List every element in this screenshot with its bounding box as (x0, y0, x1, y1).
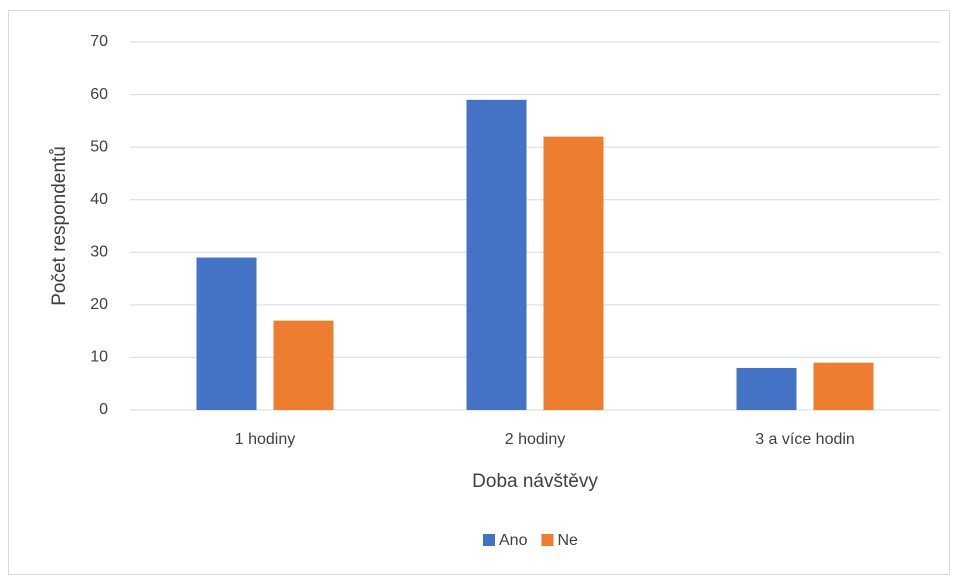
legend-label: Ano (499, 532, 528, 549)
y-tick-label: 0 (99, 401, 108, 418)
x-tick-label: 3 a více hodin (755, 431, 855, 448)
y-tick-label: 50 (90, 138, 108, 155)
bar (273, 320, 334, 410)
legend-swatch (483, 534, 495, 546)
y-tick-label: 30 (90, 244, 108, 261)
y-tick-label: 10 (90, 349, 108, 366)
bar (543, 136, 604, 410)
x-tick-label: 1 hodiny (235, 431, 296, 448)
bar (813, 362, 874, 410)
y-tick-label: 20 (90, 296, 108, 313)
y-tick-label: 70 (90, 33, 108, 50)
bar (466, 99, 527, 410)
legend-label: Ne (557, 532, 578, 549)
y-axis-title: Počet respondentů (49, 146, 70, 306)
y-tick-label: 60 (90, 86, 108, 103)
y-tick-label: 40 (90, 191, 108, 208)
x-axis-title: Doba návštěvy (472, 471, 598, 492)
legend-swatch (541, 534, 554, 546)
x-tick-label: 2 hodiny (505, 431, 566, 448)
bar (736, 367, 797, 410)
bar (196, 257, 257, 410)
